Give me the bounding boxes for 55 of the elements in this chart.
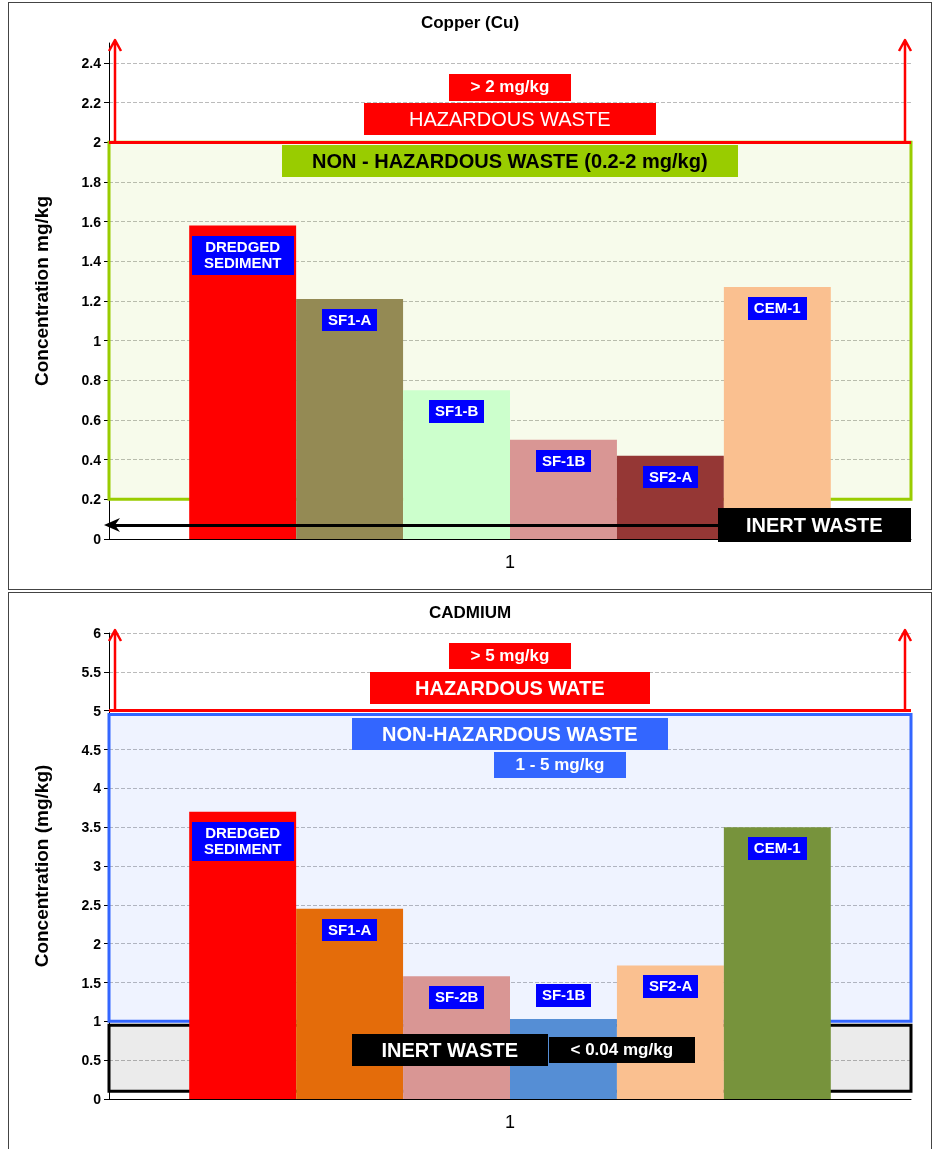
y-tick-label: 6: [93, 625, 102, 641]
annotation: 1 - 5 mg/kg: [493, 751, 627, 779]
y-tick-label: 0.2: [81, 491, 102, 508]
y-tick-label: 4: [93, 780, 102, 797]
y-tick-label: 2.4: [81, 54, 102, 71]
chart-title: CADMIUM: [428, 603, 512, 622]
bar: [296, 298, 404, 539]
series-label: SF1-B: [429, 400, 485, 423]
series-label: CEM-1: [747, 837, 807, 860]
y-tick-label: 3: [93, 858, 102, 874]
y-tick-label: 0.5: [81, 1052, 102, 1069]
y-tick-label: 0: [93, 1091, 102, 1107]
series-label: SF-2B: [429, 986, 485, 1009]
bar: [723, 827, 831, 1099]
series-label: DREDGED SEDIMENT: [191, 235, 294, 275]
y-tick-label: 5.5: [81, 663, 102, 680]
annotation: > 5 mg/kg: [448, 642, 572, 670]
y-tick-label: 1.2: [81, 292, 102, 309]
annotation: > 2 mg/kg: [448, 74, 572, 101]
ref-line-label: INERT WASTE: [718, 508, 911, 543]
series-label: SF1-A: [322, 918, 378, 942]
label-box: HAZARDOUS WATE: [370, 671, 650, 704]
y-tick-label: 2: [93, 134, 102, 151]
y-tick-label: 1.4: [81, 253, 102, 270]
annotation: < 0.04 mg/kg: [548, 1036, 696, 1064]
y-tick-label: 0.4: [81, 451, 102, 468]
y-axis-title: Concentration mg/kg: [31, 195, 52, 387]
y-tick-label: 1: [93, 1013, 102, 1030]
y-tick-label: 1.5: [81, 974, 102, 991]
y-tick-label: 2.5: [81, 896, 102, 913]
chart-title: Copper (Cu): [420, 13, 520, 32]
label-box: HAZARDOUS WASTE: [364, 103, 656, 136]
y-tick-label: 1.8: [81, 173, 102, 190]
series-label: SF1-A: [322, 308, 378, 332]
y-tick-label: 2.2: [81, 94, 102, 111]
series-label: CEM-1: [747, 297, 807, 320]
band-label: NON - HAZARDOUS WASTE (0.2-2 mg/kg): [282, 145, 738, 178]
y-tick-label: 3.5: [81, 819, 102, 836]
bar: [403, 390, 510, 539]
series-label: SF-1B: [535, 449, 592, 473]
y-tick-label: 0: [93, 531, 102, 547]
y-axis-title: Concentration (mg/kg): [31, 764, 52, 968]
y-tick-label: 2: [93, 935, 102, 952]
y-tick-label: 0.8: [81, 372, 102, 389]
y-tick-label: 1.6: [81, 213, 102, 230]
series-label: SF2-A: [642, 465, 699, 489]
y-tick-label: 0.6: [81, 411, 102, 428]
y-tick-label: 5: [93, 702, 102, 719]
series-label: DREDGED SEDIMENT: [191, 821, 294, 861]
series-label: SF-1B: [535, 984, 592, 1007]
series-label: SF2-A: [642, 975, 699, 998]
band-label: INERT WASTE: [351, 1034, 549, 1067]
y-tick-label: 4.5: [81, 741, 102, 758]
band-label: NON-HAZARDOUS WASTE: [352, 717, 668, 750]
y-tick-label: 1: [93, 332, 102, 349]
